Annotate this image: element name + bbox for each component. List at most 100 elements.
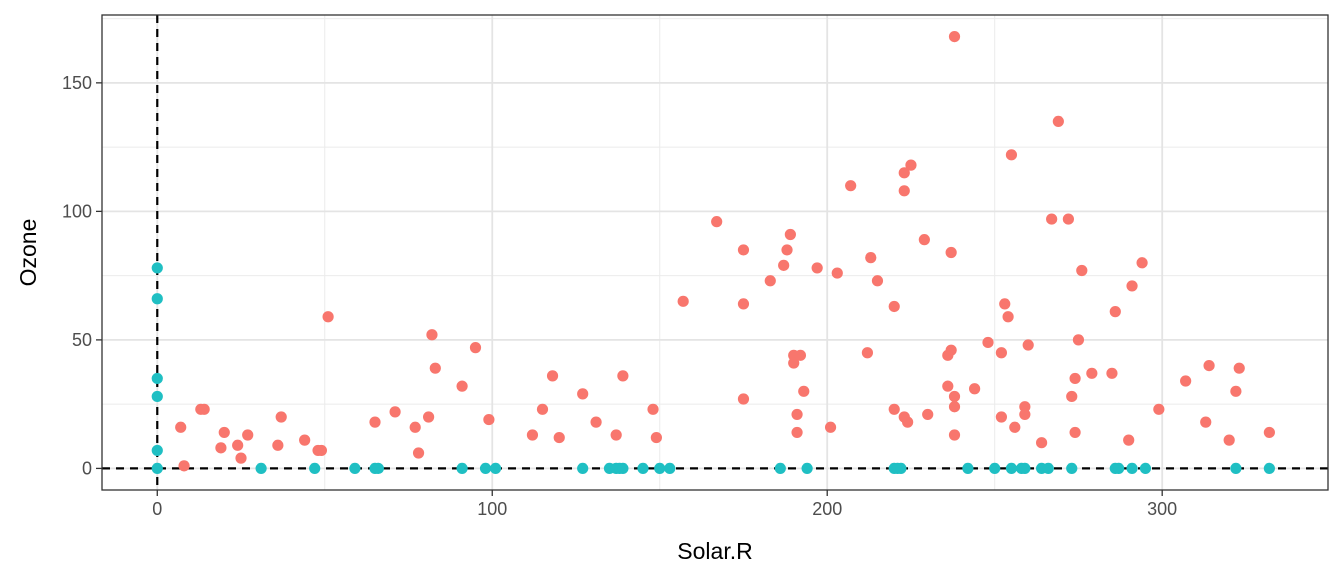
- data-point: [526, 429, 539, 441]
- data-point: [888, 300, 900, 313]
- data-point: [1203, 359, 1215, 372]
- data-point: [1009, 421, 1021, 433]
- data-point: [235, 452, 247, 464]
- data-point: [969, 383, 981, 395]
- data-point: [272, 439, 284, 451]
- data-point: [945, 344, 957, 356]
- data-point: [831, 267, 843, 279]
- y-tick-label: 0: [82, 458, 92, 478]
- data-point: [948, 390, 961, 403]
- data-point-zero-group: [1230, 462, 1242, 475]
- data-point: [1180, 375, 1192, 387]
- y-axis-title: Ozone: [15, 219, 41, 287]
- data-point-zero-group: [309, 462, 321, 475]
- data-point-zero-group: [1042, 462, 1054, 475]
- data-point-zero-group: [801, 462, 813, 475]
- data-point: [1123, 434, 1135, 446]
- data-point: [218, 426, 230, 439]
- data-point: [483, 413, 495, 426]
- data-point-zero-group: [637, 462, 649, 475]
- data-point-zero-group: [489, 462, 502, 475]
- data-point-zero-group: [1005, 462, 1018, 475]
- data-point: [1072, 334, 1085, 346]
- data-point: [1022, 339, 1034, 351]
- data-point: [791, 408, 803, 421]
- data-point: [469, 342, 482, 354]
- data-point: [590, 416, 602, 428]
- panel-border: [101, 14, 1329, 491]
- data-point-zero-group: [1139, 462, 1152, 475]
- x-axis-title: Solar.R: [677, 538, 752, 564]
- data-point: [737, 244, 750, 256]
- data-point: [1230, 385, 1242, 397]
- data-point: [178, 460, 190, 472]
- data-point: [553, 431, 565, 444]
- data-point: [577, 388, 589, 400]
- data-point: [1046, 213, 1058, 225]
- data-point: [811, 262, 823, 274]
- data-point: [737, 298, 750, 310]
- data-point-zero-group: [1019, 462, 1031, 475]
- data-point-zero-group: [151, 444, 163, 457]
- data-point: [945, 246, 957, 259]
- x-tick-label: 200: [812, 499, 842, 519]
- data-point: [322, 311, 334, 323]
- data-point: [982, 336, 994, 349]
- data-point: [1109, 306, 1121, 318]
- x-tick-label: 300: [1147, 499, 1177, 519]
- data-point: [888, 403, 900, 415]
- data-point: [1019, 408, 1031, 421]
- data-point-zero-group: [349, 462, 361, 475]
- data-point-zero-group: [654, 462, 666, 475]
- data-point: [610, 429, 622, 441]
- data-point: [898, 185, 910, 197]
- data-point: [798, 385, 810, 397]
- data-point: [995, 347, 1008, 359]
- data-point: [617, 370, 629, 382]
- data-point-zero-group: [1066, 462, 1078, 475]
- data-point: [456, 380, 468, 392]
- data-point-zero-group: [1113, 462, 1125, 475]
- data-point: [1035, 437, 1048, 449]
- data-point-zero-group: [255, 462, 267, 475]
- data-point: [1069, 426, 1081, 439]
- data-point: [546, 370, 559, 382]
- data-point: [677, 295, 689, 307]
- data-point: [948, 429, 961, 441]
- data-point: [1223, 434, 1235, 446]
- data-point: [902, 416, 914, 428]
- data-point-zero-group: [989, 462, 1001, 475]
- data-point: [1002, 311, 1014, 323]
- data-point: [650, 431, 662, 444]
- data-point: [737, 393, 750, 405]
- data-point: [865, 252, 877, 264]
- data-point-zero-group: [456, 462, 468, 475]
- panel-background: [102, 15, 1328, 490]
- data-point: [232, 439, 244, 451]
- data-point: [429, 362, 441, 374]
- data-point: [315, 444, 328, 457]
- data-point: [995, 411, 1008, 423]
- data-point: [647, 403, 659, 415]
- data-point-zero-group: [664, 462, 676, 475]
- data-point: [1086, 367, 1098, 379]
- data-point-zero-group: [479, 462, 492, 475]
- data-point: [942, 380, 954, 392]
- data-point: [1263, 426, 1275, 439]
- data-point: [1136, 257, 1148, 269]
- data-point: [905, 159, 917, 171]
- data-point: [764, 275, 776, 287]
- data-point: [389, 406, 401, 418]
- data-point: [1126, 280, 1138, 292]
- data-point: [536, 403, 549, 415]
- data-point: [861, 347, 874, 359]
- y-tick-label: 100: [62, 201, 92, 221]
- data-point: [781, 244, 793, 256]
- x-tick-label: 0: [152, 499, 162, 519]
- data-point: [791, 426, 803, 439]
- y-tick-label: 150: [62, 73, 92, 93]
- data-point: [369, 416, 381, 428]
- data-point: [918, 234, 930, 246]
- data-point: [824, 421, 837, 433]
